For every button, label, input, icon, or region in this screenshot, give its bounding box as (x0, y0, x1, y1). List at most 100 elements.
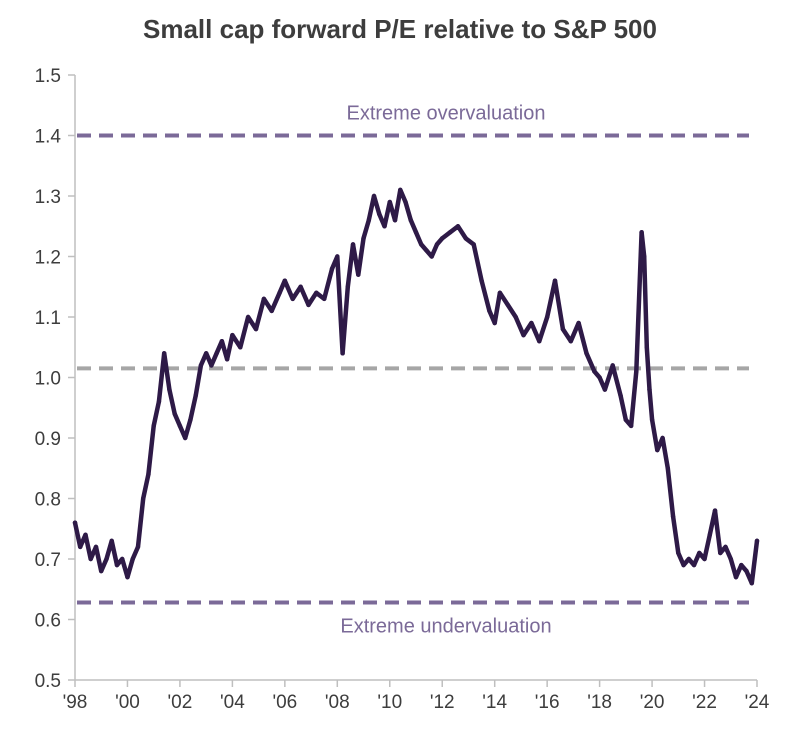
data-point (463, 236, 469, 241)
series-line (72, 187, 760, 586)
data-point (167, 387, 172, 392)
reference-lines: Extreme overvaluation Extreme undervaluat… (77, 103, 749, 638)
data-point (335, 254, 340, 259)
data-point (568, 339, 573, 344)
data-point (628, 423, 634, 429)
y-tick-label: 0.8 (35, 490, 61, 511)
data-point (99, 568, 104, 574)
data-point (104, 556, 109, 562)
y-tick-label: 1.2 (35, 248, 61, 269)
data-point (560, 326, 566, 332)
data-point (744, 568, 749, 574)
data-point (419, 242, 424, 247)
data-point (602, 387, 608, 392)
data-point (513, 314, 518, 320)
data-point (93, 544, 99, 550)
data-point (471, 242, 476, 247)
data-point (479, 278, 484, 283)
data-point (647, 387, 652, 392)
data-point (161, 351, 167, 356)
data-point (269, 308, 274, 314)
x-tick-label: '04 (220, 692, 245, 713)
data-point (403, 199, 408, 205)
data-point (618, 393, 623, 398)
data-point (537, 339, 542, 344)
data-point (314, 290, 319, 295)
data-point (676, 550, 681, 556)
data-point (78, 544, 83, 550)
data-point (424, 248, 429, 253)
y-tick-label: 1.1 (35, 308, 61, 329)
reference-line-label: Extreme undervaluation (340, 616, 551, 638)
chart-title: Small cap forward P/E relative to S&P 50… (143, 14, 657, 44)
x-tick-label: '06 (272, 692, 297, 713)
data-point (238, 345, 243, 350)
data-point (670, 514, 676, 519)
y-tick-label: 1.3 (35, 187, 61, 208)
data-point (576, 320, 581, 326)
data-point (141, 496, 146, 501)
data-point (361, 236, 366, 241)
data-point (686, 556, 691, 562)
data-point (209, 363, 214, 368)
y-tick-label: 1.4 (35, 127, 62, 148)
data-point (660, 435, 665, 441)
data-point (754, 538, 760, 544)
x-tick-label: '18 (587, 692, 612, 713)
data-point (72, 520, 78, 525)
data-point (261, 296, 267, 302)
data-point (623, 417, 629, 423)
data-point (697, 550, 702, 556)
data-point (610, 363, 615, 368)
data-point (552, 278, 558, 283)
data-point (398, 187, 403, 193)
data-point (434, 242, 440, 247)
data-point (707, 532, 712, 537)
data-point (377, 211, 382, 217)
x-tick-label: '02 (168, 692, 193, 713)
y-tick-label: 1.0 (35, 369, 61, 390)
data-point (306, 302, 311, 308)
data-point (230, 332, 235, 338)
data-point (109, 538, 114, 544)
x-tick-label: '12 (430, 692, 455, 713)
data-point (83, 532, 88, 537)
reference-line-label: Extreme overvaluation (347, 103, 546, 125)
data-point (151, 423, 156, 429)
data-point (114, 562, 120, 568)
data-point (245, 314, 251, 320)
data-point (88, 556, 93, 562)
series-layer (72, 187, 760, 586)
data-point (440, 236, 445, 241)
data-point (203, 351, 209, 356)
data-point (642, 254, 647, 259)
x-tick-label: '98 (63, 692, 88, 713)
data-point (634, 369, 639, 374)
x-tick-label: '00 (115, 692, 140, 713)
data-point (130, 556, 135, 562)
x-tick-label: '14 (482, 692, 507, 713)
data-point (749, 581, 754, 586)
data-point (718, 550, 723, 556)
data-point (665, 466, 671, 471)
data-point (290, 296, 295, 302)
data-point (447, 230, 453, 235)
data-point (321, 296, 327, 302)
data-point (253, 326, 259, 332)
x-tick-label: '08 (325, 692, 350, 713)
data-point (282, 278, 288, 283)
data-point (224, 357, 230, 362)
data-point (408, 218, 413, 223)
y-tick-label: 0.7 (35, 550, 61, 571)
data-point (298, 284, 303, 289)
data-point (214, 351, 219, 356)
data-point (429, 254, 434, 259)
data-point (350, 242, 356, 247)
data-point (356, 272, 361, 277)
data-point (156, 399, 162, 404)
data-point (655, 447, 660, 453)
data-point (681, 562, 686, 568)
data-point (329, 266, 335, 271)
data-point (649, 417, 655, 423)
